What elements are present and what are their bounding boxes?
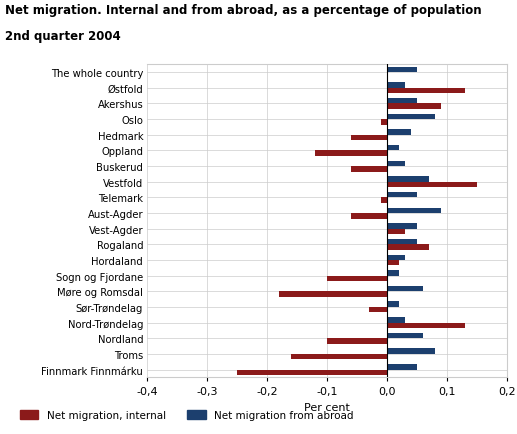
- Text: 2nd quarter 2004: 2nd quarter 2004: [5, 30, 121, 43]
- Bar: [387, 130, 411, 135]
- Bar: [381, 198, 387, 204]
- Bar: [387, 286, 423, 292]
- Bar: [351, 167, 387, 172]
- Bar: [351, 135, 387, 141]
- Bar: [351, 214, 387, 219]
- Bar: [387, 192, 417, 198]
- Bar: [387, 302, 399, 307]
- Bar: [327, 339, 387, 344]
- Bar: [387, 364, 417, 370]
- Bar: [387, 239, 417, 245]
- Bar: [387, 349, 435, 354]
- Bar: [327, 276, 387, 282]
- Bar: [387, 104, 441, 110]
- Bar: [387, 270, 399, 276]
- Bar: [387, 83, 405, 89]
- Bar: [387, 114, 435, 120]
- Bar: [387, 224, 417, 229]
- Bar: [387, 161, 405, 167]
- Bar: [387, 99, 417, 104]
- Bar: [387, 177, 429, 182]
- Bar: [387, 323, 465, 329]
- Bar: [387, 245, 429, 250]
- Bar: [291, 354, 387, 360]
- Legend: Net migration, internal, Net migration from abroad: Net migration, internal, Net migration f…: [16, 406, 358, 424]
- Bar: [387, 255, 405, 260]
- Bar: [387, 182, 477, 188]
- Bar: [237, 370, 387, 375]
- Bar: [387, 145, 399, 151]
- Bar: [279, 292, 387, 297]
- Bar: [387, 208, 441, 214]
- Bar: [387, 67, 417, 73]
- Bar: [387, 229, 405, 235]
- X-axis label: Per cent: Per cent: [304, 402, 350, 412]
- Bar: [387, 317, 405, 323]
- Bar: [315, 151, 387, 157]
- Text: Net migration. Internal and from abroad, as a percentage of population: Net migration. Internal and from abroad,…: [5, 4, 482, 17]
- Bar: [387, 89, 465, 94]
- Bar: [369, 307, 387, 313]
- Bar: [387, 260, 399, 266]
- Bar: [387, 333, 423, 339]
- Bar: [381, 120, 387, 125]
